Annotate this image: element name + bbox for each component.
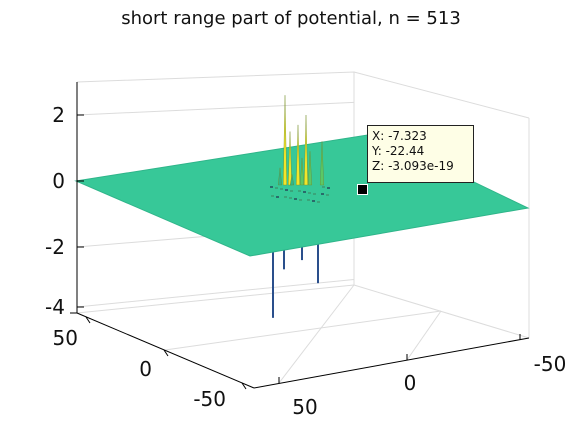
noise-mark xyxy=(322,186,325,188)
x-tick-label: 0 xyxy=(404,371,417,395)
spike-mark xyxy=(319,141,325,186)
noise-mark xyxy=(276,196,279,198)
spike-mark xyxy=(307,151,313,186)
datatip-marker[interactable] xyxy=(357,184,368,195)
spike-mark xyxy=(289,174,295,186)
noise-mark xyxy=(313,193,316,195)
noise-mark xyxy=(317,201,320,203)
noise-mark xyxy=(307,199,310,201)
y-tick-label: 50 xyxy=(53,326,78,350)
z-ticks xyxy=(77,114,84,308)
noise-mark xyxy=(275,187,278,189)
spike-mark xyxy=(295,124,301,186)
spike-mark xyxy=(299,157,305,186)
spike-mark xyxy=(277,167,283,186)
noise-mark xyxy=(308,192,311,194)
z-tick-label: 2 xyxy=(52,103,65,127)
noise-mark xyxy=(280,188,283,190)
noise-mark xyxy=(284,196,287,198)
noise-mark xyxy=(321,193,324,195)
x-tick-label: 50 xyxy=(292,395,317,419)
noise-mark xyxy=(298,190,301,192)
datatip-z: Z: -3.093e-19 xyxy=(372,159,454,173)
datatip[interactable]: X: -7.323 Y: -22.44 Z: -3.093e-19 xyxy=(367,125,474,183)
z-tick-label: -2 xyxy=(45,235,65,259)
y-tick-label: 0 xyxy=(139,357,152,381)
x-tick-label: -50 xyxy=(534,352,567,376)
noise-mark xyxy=(326,194,329,196)
datatip-y: Y: -22.44 xyxy=(372,144,425,158)
noise-mark xyxy=(299,199,302,201)
floor-grid xyxy=(76,284,442,384)
noise-mark xyxy=(312,200,315,202)
noise-mark xyxy=(303,191,306,193)
noise-mark xyxy=(285,189,288,191)
z-tick-label: -4 xyxy=(45,295,65,319)
y-ticks xyxy=(85,316,247,390)
noise-mark xyxy=(290,190,293,192)
spike-mark xyxy=(303,114,309,186)
y-axis-line xyxy=(76,312,255,389)
x-ticks xyxy=(278,334,521,383)
z-tick-label: 0 xyxy=(52,169,65,193)
chart-title: short range part of potential, n = 513 xyxy=(121,8,461,29)
axis-lines xyxy=(70,82,530,389)
datatip-x: X: -7.323 xyxy=(372,129,427,143)
y-tick-label: -50 xyxy=(193,387,226,411)
noise-mark xyxy=(271,195,274,197)
noise-mark xyxy=(294,198,297,200)
noise-mark xyxy=(289,197,292,199)
spike-mark xyxy=(282,95,288,186)
x-axis-line xyxy=(253,337,530,389)
surface-noise xyxy=(270,186,330,203)
noise-mark xyxy=(327,187,330,189)
noise-mark xyxy=(270,186,273,188)
positive-spikes xyxy=(277,95,325,186)
